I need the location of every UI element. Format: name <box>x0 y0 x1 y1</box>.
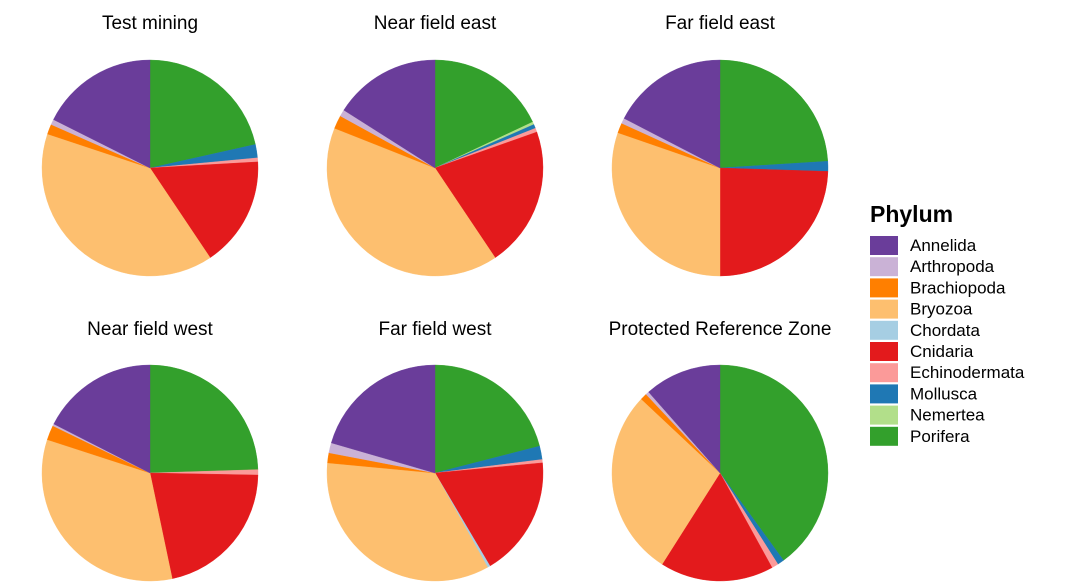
legend-swatch-mollusca <box>870 384 898 404</box>
panel-title: Near field west <box>87 319 213 340</box>
legend-title: Phylum <box>870 201 953 227</box>
slice-bryozoa <box>41 439 173 582</box>
legend-label-nemertea: Nemertea <box>910 406 985 425</box>
slice-annelida <box>623 59 721 169</box>
legend-label-porifera: Porifera <box>910 427 970 446</box>
panel-title: Far field east <box>665 13 776 34</box>
panel-title: Protected Reference Zone <box>609 319 832 340</box>
legend-swatch-arthropoda <box>870 257 898 277</box>
pie-panel-6: Protected Reference Zone <box>609 319 832 582</box>
legend-swatch-echinodermata <box>870 363 898 383</box>
slice-porifera <box>149 59 256 169</box>
slice-porifera <box>149 364 259 474</box>
legend-swatch-annelida <box>870 236 898 255</box>
slice-bryozoa <box>41 133 211 277</box>
slice-cnidaria <box>661 472 773 582</box>
slice-bryozoa <box>326 462 488 582</box>
slice-annelida <box>343 59 436 169</box>
slice-cnidaria <box>149 472 259 579</box>
legend-swatch-brachiopoda <box>870 278 898 298</box>
pie-panel-4: Near field west <box>41 319 259 582</box>
legend-items: Annelida Arthropoda Brachiopoda Bryozoa Chor… <box>870 236 1025 446</box>
slice-annelida <box>53 59 151 169</box>
slice-bryozoa <box>326 127 496 277</box>
legend-label-bryozoa: Bryozoa <box>910 300 973 319</box>
slice-cnidaria <box>434 131 544 258</box>
legend-swatch-nemertea <box>870 405 898 425</box>
pie-panel-2: Near field east <box>326 13 544 277</box>
legend-swatch-cnidaria <box>870 342 898 361</box>
panel-title: Far field west <box>379 319 493 340</box>
legend-swatch-porifera <box>870 426 898 446</box>
panel-title: Near field east <box>374 13 497 34</box>
pie-panel-1: Test mining <box>41 13 259 277</box>
slice-porifera <box>434 59 533 169</box>
slice-bryozoa <box>611 132 721 277</box>
slice-porifera <box>434 364 540 474</box>
legend-label-echinodermata: Echinodermata <box>910 363 1025 382</box>
legend-swatch-bryozoa <box>870 299 898 319</box>
slice-cnidaria <box>434 462 544 567</box>
panel-title: Test mining <box>102 13 198 34</box>
legend-label-brachiopoda: Brachiopoda <box>910 278 1006 297</box>
slice-annelida <box>331 364 436 474</box>
slice-cnidaria <box>719 167 829 277</box>
legend-label-annelida: Annelida <box>910 236 977 255</box>
legend-label-chordata: Chordata <box>910 321 980 340</box>
pie-panel-5: Far field west <box>326 319 544 582</box>
legend: Phylum Annelida Arthropoda Brachiopoda Bryo… <box>870 201 1025 446</box>
slice-porifera <box>719 364 829 561</box>
pie-panels: Test mining Near field east Far field east… <box>41 13 832 582</box>
legend-label-cnidaria: Cnidaria <box>910 342 974 361</box>
pie-panel-3: Far field east <box>611 13 829 277</box>
legend-label-mollusca: Mollusca <box>910 384 978 403</box>
slice-bryozoa <box>611 398 721 565</box>
legend-swatch-chordata <box>870 320 898 340</box>
slice-porifera <box>719 59 829 169</box>
legend-label-arthropoda: Arthropoda <box>910 257 995 276</box>
slice-cnidaria <box>149 161 259 258</box>
slice-annelida <box>648 364 721 474</box>
slice-annelida <box>53 364 151 474</box>
